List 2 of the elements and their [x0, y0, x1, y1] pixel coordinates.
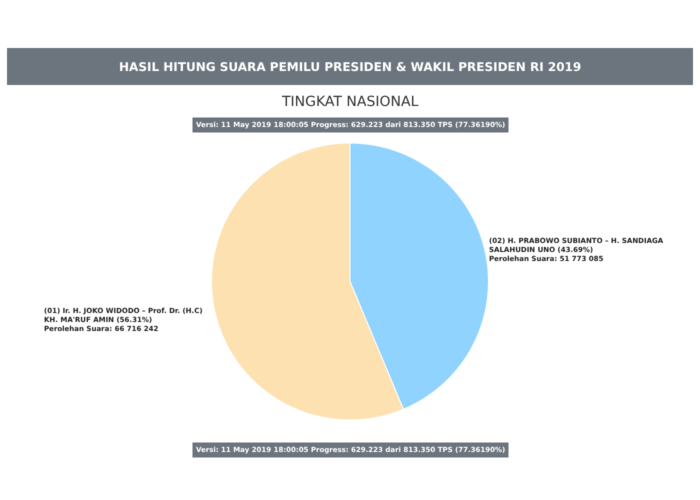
- chart-subtitle: TINGKAT NASIONAL: [281, 94, 419, 110]
- chart-title: HASIL HITUNG SUARA PEMILU PRESIDEN & WAKIL PRESIDEN RI 2019: [119, 60, 582, 74]
